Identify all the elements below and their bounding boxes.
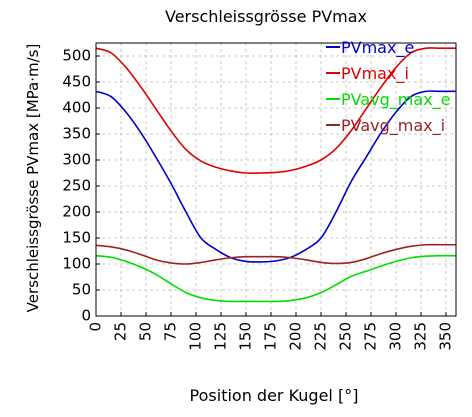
legend: PVmax_e PVmax_i PVavg_max_e PVavg_max_i [326,38,450,136]
chart-title: Verschleissgrösse PVmax [165,7,367,26]
axes [95,42,457,317]
x-tick-label: 75 [162,322,180,341]
x-tick-label: 150 [237,322,255,351]
plot-lines [95,47,457,303]
y-axis-label: Verschleissgrösse PVmax [MPa·m/s] [24,44,42,313]
grid [95,43,456,317]
y-tick-label: 300 [62,151,91,169]
x-tick-label: 175 [262,322,280,351]
x-tick-label: 300 [387,322,405,351]
y-tick-label: 500 [62,47,91,65]
x-axis-label: Position der Kugel [°] [190,386,359,405]
x-tick-label: 225 [312,322,330,351]
series-line-pvavg-max-i [95,243,456,265]
x-tick-label: 50 [137,322,155,341]
y-tick-labels: 0 50 100 150 200 250 300 350 400 450 500 [62,47,100,325]
x-tick-label: 0 [87,322,105,332]
x-tick-label: 250 [337,322,355,351]
series-line-pvavg-max-e [95,254,457,303]
y-tick-label: 250 [62,177,91,195]
x-tick-labels: 0 25 50 75 100 125 150 175 200 225 250 275 300 325 350 [87,312,455,351]
legend-label: PVmax_i [341,64,409,84]
y-tick-label: 150 [62,229,91,247]
series-line-pvmax-i [95,47,456,174]
y-tick-label: 50 [72,281,91,299]
y-tick-label: 100 [62,255,91,273]
legend-label: PVavg_max_i [341,116,445,136]
y-tick-label: 350 [62,125,91,143]
y-tick-label: 450 [62,73,91,91]
x-tick-label: 100 [187,322,205,351]
y-tick-label: 200 [62,203,91,221]
x-tick-label: 200 [287,322,305,351]
y-tick-label: 0 [81,307,91,325]
x-tick-label: 25 [112,322,130,341]
x-tick-label: 325 [412,322,430,351]
x-tick-label: 275 [362,322,380,351]
legend-label: PVavg_max_e [341,90,450,110]
y-tick-label: 400 [62,99,91,117]
x-tick-label: 350 [437,322,455,351]
plot-frame [95,42,457,317]
x-tick-label: 125 [212,322,230,351]
series-line-pvmax-e [95,90,456,263]
legend-label: PVmax_e [341,38,414,58]
